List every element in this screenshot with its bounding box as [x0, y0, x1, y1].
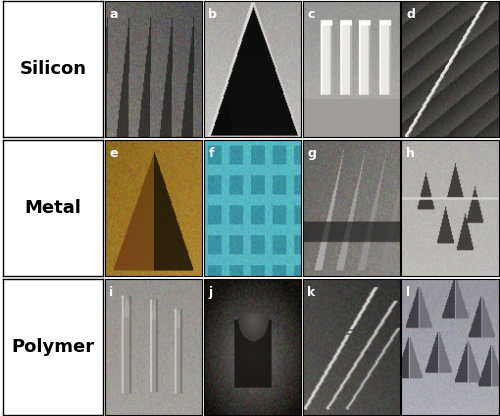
Text: i: i	[110, 286, 114, 299]
Text: Polymer: Polymer	[11, 338, 94, 356]
Text: g: g	[308, 147, 316, 160]
Text: l: l	[406, 286, 410, 299]
Text: k: k	[308, 286, 316, 299]
Text: f: f	[208, 147, 214, 160]
Text: h: h	[406, 147, 415, 160]
Text: Silicon: Silicon	[20, 60, 86, 78]
Text: c: c	[308, 7, 315, 21]
Text: d: d	[406, 7, 415, 21]
Text: a: a	[110, 7, 118, 21]
Text: Metal: Metal	[24, 199, 81, 217]
Text: j: j	[208, 286, 212, 299]
Text: b: b	[208, 7, 218, 21]
Text: e: e	[110, 147, 118, 160]
